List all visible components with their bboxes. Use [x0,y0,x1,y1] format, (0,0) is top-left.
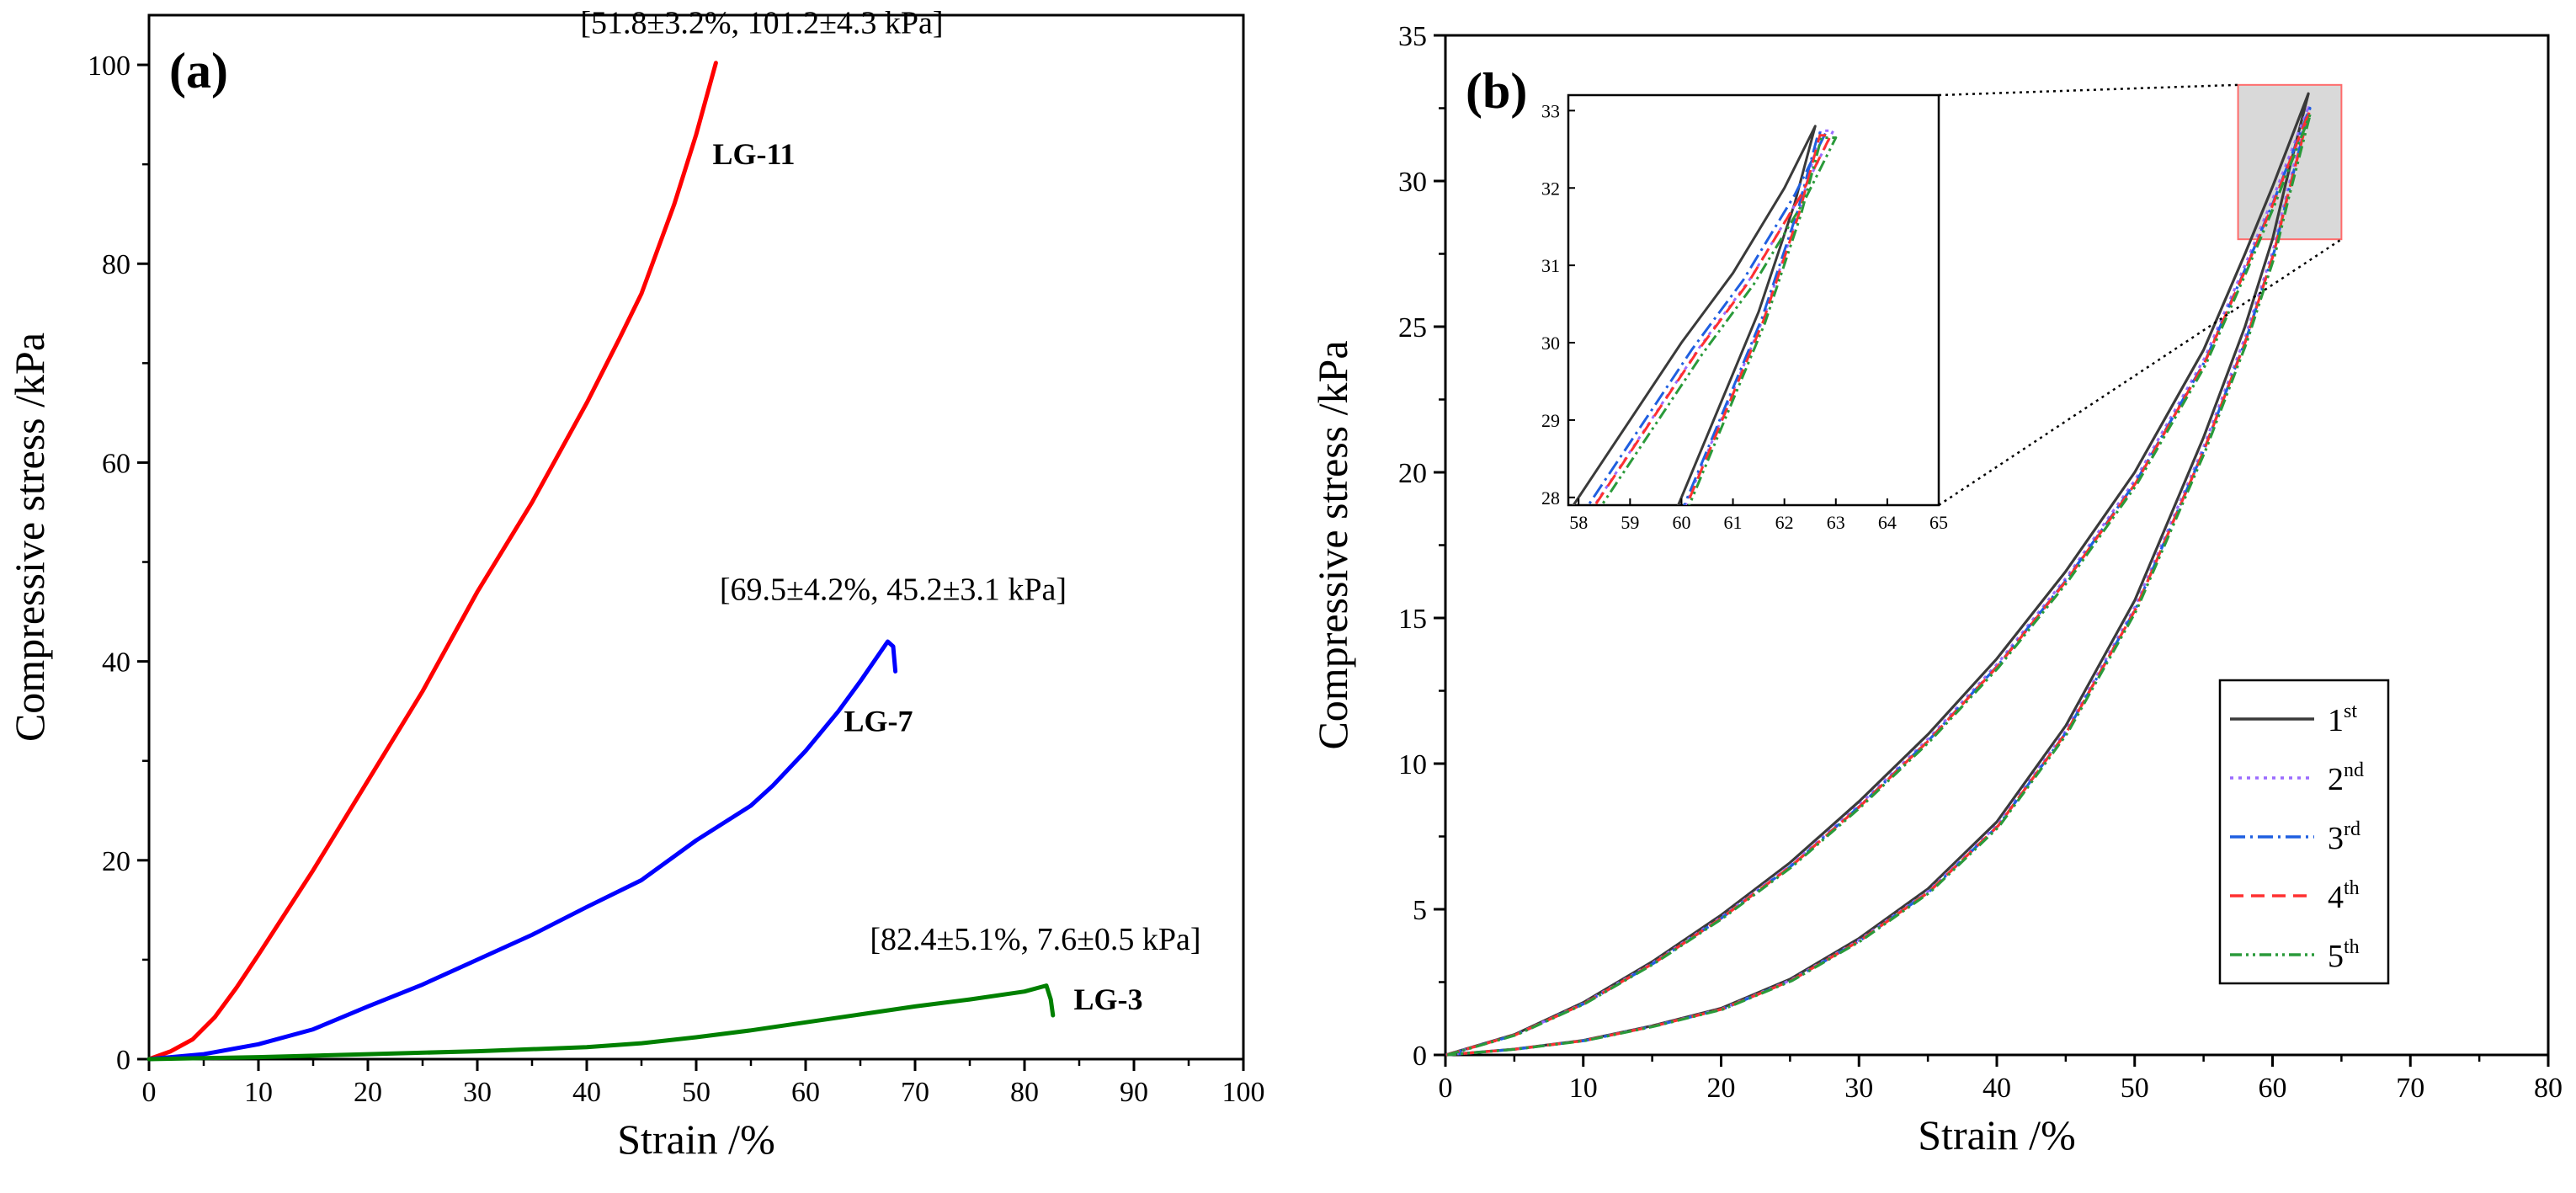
inset-y-tick-label: 32 [1541,178,1560,199]
y-tick-label: 60 [102,448,130,479]
y-tick-label: 35 [1398,21,1427,52]
series-line-lg-3 [146,983,1056,1062]
y-axis-title: Compressive stress /kPa [6,333,53,742]
x-tick-label: 70 [2396,1073,2424,1104]
plot-frame [147,13,1245,1061]
y-tick-label: 10 [1398,749,1427,780]
inset-x-tick-label: 64 [1878,512,1897,533]
x-tick-label: 80 [1010,1077,1039,1108]
cycle-line-5 [1446,112,2312,1057]
series-line-lg-11 [146,61,718,1062]
inset-cycle-line-3 [1587,131,1828,505]
x-tick-label: 60 [2259,1073,2287,1104]
peak-annotation: [82.4±5.1%, 7.6±0.5 kPa] [870,922,1200,957]
curve-label: LG-3 [1074,983,1143,1016]
inset-cycle-line-1 [1572,125,1817,505]
y-tick-label: 80 [102,249,130,280]
inset-cycle-line-5 [1599,136,1838,505]
x-tick-label: 30 [1844,1073,1873,1104]
x-tick-label: 90 [1120,1077,1148,1108]
inset-frame [1567,93,1940,507]
inset-y-tick-label: 29 [1541,410,1560,431]
x-axis-title: Strain /% [617,1116,774,1163]
y-tick-label: 20 [1398,458,1427,489]
inset-x-tick-label: 62 [1775,512,1794,533]
x-tick-label: 40 [572,1077,601,1108]
x-tick-label: 20 [1707,1073,1736,1104]
series-line-lg-7 [146,639,898,1062]
x-tick-label: 0 [1439,1073,1453,1104]
inset-cycle-line-4 [1593,134,1833,505]
y-tick-label: 20 [102,846,130,877]
y-tick-label: 30 [1398,167,1427,198]
inset-x-tick-label: 63 [1827,512,1845,533]
inset-y-tick-label: 30 [1541,333,1560,354]
x-tick-label: 10 [1569,1073,1598,1104]
cycle-line-4 [1445,109,2311,1057]
x-tick-label: 50 [682,1077,711,1108]
inset-x-tick-label: 65 [1929,512,1948,533]
y-tick-label: 40 [102,647,130,679]
inset-x-tick-label: 58 [1569,512,1588,533]
panel-label: (b) [1466,63,1527,119]
inset-x-tick-label: 59 [1621,512,1639,533]
x-tick-label: 0 [142,1077,157,1108]
x-tick-label: 70 [901,1077,929,1108]
zoom-connector [1938,83,2238,97]
panel-label: (a) [169,43,228,99]
x-tick-label: 50 [2121,1073,2149,1104]
curve-label: LG-11 [713,137,796,171]
y-tick-label: 0 [1413,1041,1427,1072]
x-tick-label: 60 [791,1077,820,1108]
x-tick-label: 10 [244,1077,273,1108]
x-tick-label: 20 [354,1077,382,1108]
x-tick-label: 40 [1983,1073,2011,1104]
panel-a-chart: 0 10 20 30 40 50 60 70 80 90 100 0 20 40 60 80 100 Strain… [6,5,1265,1163]
peak-annotation: [51.8±3.2%, 101.2±4.3 kPa] [580,5,943,40]
x-tick-label: 100 [1222,1077,1265,1108]
y-tick-label: 25 [1398,312,1427,344]
panel-b-chart: 0 10 20 30 40 50 60 70 80 0 5 10 15 20 25 30 35 Strain /%… [1309,21,2563,1158]
y-axis-title: Compressive stress /kPa [1309,340,1356,749]
y-tick-label: 5 [1413,895,1427,926]
x-axis-title: Strain /% [1918,1111,2075,1158]
inset-y-tick-label: 28 [1541,487,1560,509]
inset-chart: 58 59 60 61 62 63 64 65 28 29 30 31 32 33 [1541,93,1948,533]
x-tick-label: 80 [2534,1073,2563,1104]
x-tick-label: 30 [463,1077,492,1108]
inset-cycle-line-2 [1593,129,1835,505]
peak-annotation: [69.5±4.2%, 45.2±3.1 kPa] [720,572,1067,607]
y-tick-label: 100 [88,51,130,82]
legend-frame [2218,679,2390,985]
legend-label: 1st [2328,700,2357,738]
inset-y-tick-label: 33 [1541,100,1560,121]
inset-y-tick-label: 31 [1541,255,1560,276]
y-tick-label: 15 [1398,604,1427,635]
curve-label: LG-7 [844,704,913,738]
inset-x-tick-label: 60 [1672,512,1690,533]
y-tick-label: 0 [116,1045,130,1076]
inset-x-tick-label: 61 [1724,512,1743,533]
